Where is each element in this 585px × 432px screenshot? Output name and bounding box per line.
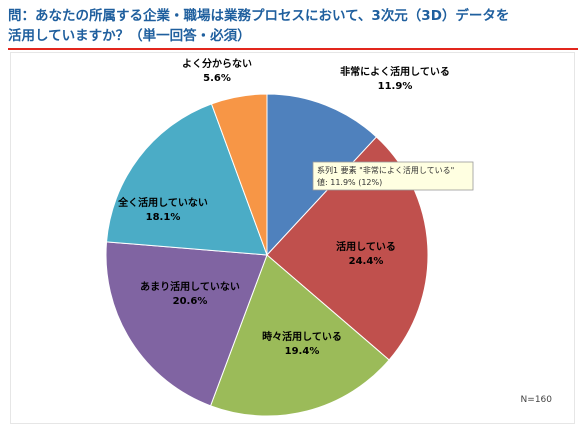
slice-label-value-5: 18.1% [146,212,181,223]
title-line-2: 活用していますか？（単一回答・必須） [8,28,251,44]
plot-area [10,52,575,424]
tooltip-line-1: 系列1 要素 "非常によく活用している" [317,165,454,175]
tooltip-line-2: 値: 11.9% (12%) [317,177,382,187]
slice-label-value-2: 24.4% [349,256,384,267]
slice-label-category-4: あまり活用していない [140,280,240,293]
tooltip-box [312,161,474,191]
slice-label-category-2: 活用している [336,240,396,253]
slice-label-value-3: 19.4% [285,346,320,357]
slice-label-value-6: 5.6% [203,73,231,84]
pie-slice-4 [105,241,268,407]
chart-title: 問：あなたの所属する企業・職場は業務プロセスにおいて、3次元（3D）データを 活… [8,6,576,46]
pie-slice-5 [105,103,268,256]
slice-label-category-6: よく分からない [182,57,252,70]
pie-slice-6 [210,93,268,256]
slice-label-value-4: 20.6% [173,296,208,307]
slice-labels: 非常によく活用している 11.9% 活用している 24.4% 時々活用している 19.4%… [117,57,450,357]
pie-slices [105,93,429,417]
title-divider [8,48,578,50]
slice-label-value-1: 11.9% [378,81,413,92]
pie-slice-2 [266,136,429,361]
slice-label-category-5: 全く活用していない [117,196,208,209]
pie-slice-3 [209,254,390,417]
slice-label-category-1: 非常によく活用している [340,65,450,78]
data-tooltip: 系列1 要素 "非常によく活用している" 値: 11.9% (12%) [312,161,474,191]
slice-label-category-3: 時々活用している [262,330,342,343]
title-line-1: 問：あなたの所属する企業・職場は業務プロセスにおいて、3次元（3D）データを [8,8,510,24]
sample-size-label: N=160 [521,395,553,405]
